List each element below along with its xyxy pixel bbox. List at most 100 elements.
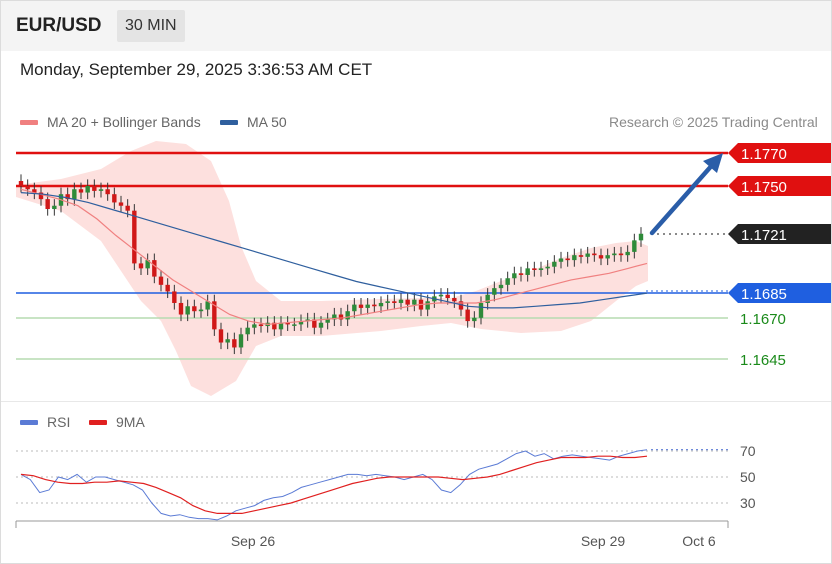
candle-body <box>452 298 457 302</box>
candle-body <box>225 339 230 343</box>
candle-body <box>258 324 264 327</box>
candle-body <box>618 253 624 256</box>
candle-body <box>532 268 537 271</box>
candle-body <box>212 301 217 330</box>
candle-body <box>318 322 324 328</box>
candle-body <box>578 255 584 257</box>
candle-body <box>232 339 237 348</box>
bollinger-band <box>16 141 648 396</box>
candle-body <box>325 319 330 323</box>
x-tick-label: Sep 26 <box>231 533 276 549</box>
candle-body <box>118 202 124 206</box>
candle-body <box>638 233 644 241</box>
forecast-arrow-head <box>703 153 723 173</box>
candle-body <box>478 302 484 318</box>
candle-body <box>632 240 637 252</box>
candle-body <box>345 311 350 320</box>
candle-body <box>72 189 77 200</box>
candle-body <box>558 258 564 262</box>
legend-9ma: 9MA <box>89 414 145 430</box>
panel-divider <box>1 401 831 402</box>
legend-ma20-label: MA 20 + Bollinger Bands <box>47 114 201 130</box>
timestamp: Monday, September 29, 2025 3:36:53 AM CE… <box>20 60 373 79</box>
ma20-line <box>20 188 648 326</box>
x-tick-label: Oct 6 <box>682 533 716 549</box>
candle-body <box>425 301 430 310</box>
candle-body <box>612 253 617 256</box>
credit-text: Research © 2025 Trading Central <box>609 114 818 130</box>
candle-body <box>132 210 137 264</box>
legend-rsi-label: RSI <box>47 414 71 430</box>
legend-rsi: RSI <box>20 414 70 430</box>
candle-body <box>152 260 157 277</box>
candle-body <box>198 309 204 312</box>
candle-body <box>332 314 337 320</box>
legend-ma20: MA 20 + Bollinger Bands <box>20 114 201 130</box>
candle-body <box>552 261 557 267</box>
candle-body <box>218 329 224 343</box>
candle-body <box>32 189 37 193</box>
candle-body <box>52 205 57 210</box>
legend-9ma-label: 9MA <box>116 414 145 430</box>
candle-body <box>392 301 397 303</box>
rsi-line <box>20 449 648 521</box>
candle-body <box>498 284 504 289</box>
timeframe-badge[interactable]: 30 MIN <box>117 10 185 42</box>
candle-body <box>605 255 610 259</box>
candle-body <box>518 273 524 275</box>
candle-body <box>38 192 44 200</box>
9ma-swatch <box>89 419 107 425</box>
rsi-tick-label: 70 <box>740 443 756 459</box>
candle-body <box>145 260 150 269</box>
candle-body <box>45 199 50 210</box>
candle-body <box>25 185 30 190</box>
candle-body <box>625 251 630 256</box>
candle-body <box>105 189 110 195</box>
candle-body <box>65 194 70 200</box>
candle-body <box>172 291 177 303</box>
ma20-swatch <box>20 119 38 125</box>
rsi-swatch <box>20 419 38 425</box>
legend-ma50-label: MA 50 <box>247 114 287 130</box>
candle-body <box>512 273 517 279</box>
rsi-tick-label: 50 <box>740 469 756 485</box>
candle-body <box>158 276 164 285</box>
candle-body <box>598 255 604 259</box>
level-tag-1.1721 <box>728 224 831 244</box>
x-tick-label: Sep 29 <box>581 533 626 549</box>
candle-body <box>365 304 370 308</box>
level-label-1.1645: 1.1645 <box>740 352 786 369</box>
candle-body <box>185 306 190 315</box>
level-label-1.1670: 1.1670 <box>740 311 786 328</box>
candle-body <box>125 205 130 211</box>
candle-body <box>372 304 377 307</box>
candle-body <box>138 263 144 269</box>
candle-body <box>312 319 317 328</box>
candle-body <box>385 301 390 303</box>
level-label-1.1750: 1.1750 <box>741 179 787 196</box>
candle-body <box>92 185 97 191</box>
forecast-arrow-shaft <box>649 160 717 236</box>
candle-body <box>98 189 104 191</box>
candle-body <box>238 334 244 348</box>
candle-body <box>378 302 384 307</box>
candle-body <box>272 322 277 330</box>
candle-body <box>305 319 310 322</box>
candle-body <box>298 321 304 325</box>
level-tag-1.1770 <box>728 143 831 163</box>
ma50-line <box>20 192 648 309</box>
candle-body <box>445 294 450 299</box>
candle-body <box>78 189 84 193</box>
candle-body <box>545 266 550 269</box>
instrument-title: EUR/USD <box>16 15 102 36</box>
candle-body <box>492 288 497 295</box>
candle-body <box>18 181 24 186</box>
candle-body <box>438 294 444 297</box>
candle-body <box>165 284 170 292</box>
candle-body <box>505 278 510 285</box>
candle-body <box>572 255 577 261</box>
candle-body <box>205 301 210 310</box>
candle-body <box>412 299 417 305</box>
candle-body <box>245 327 250 335</box>
